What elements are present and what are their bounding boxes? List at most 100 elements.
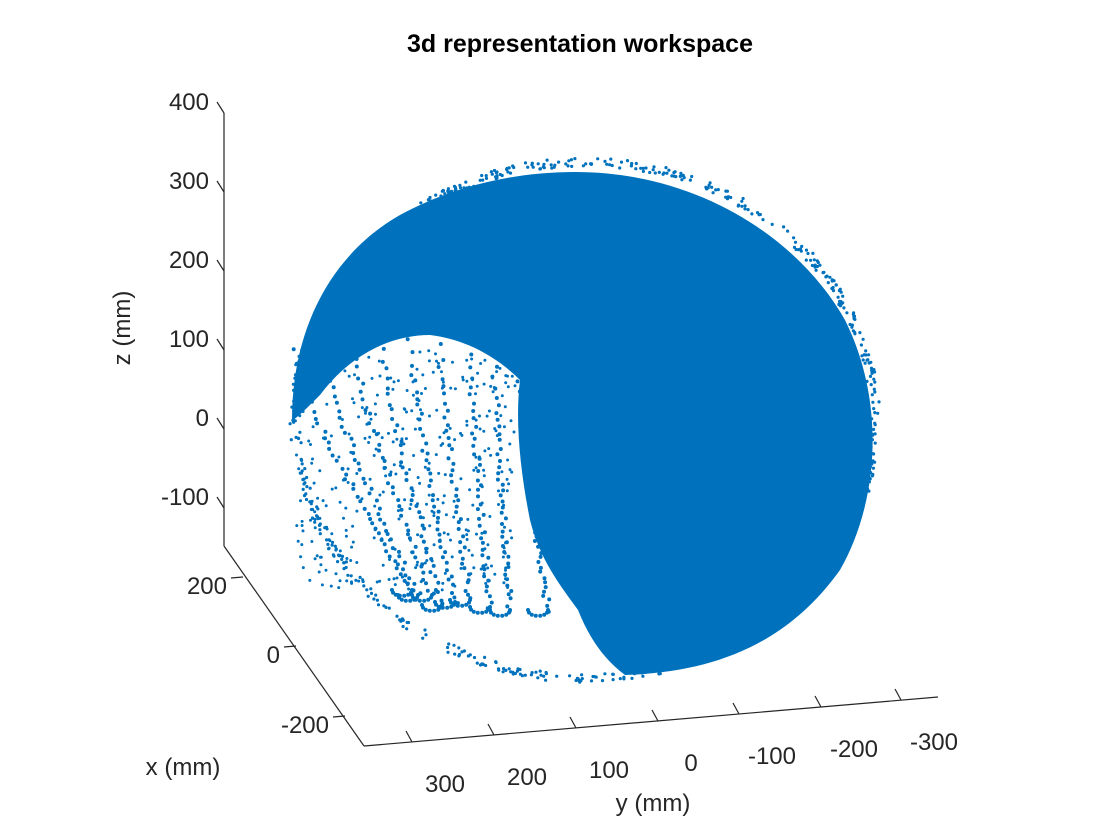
data-point — [800, 244, 804, 248]
data-point — [447, 443, 452, 448]
data-point — [756, 620, 760, 624]
data-point — [298, 364, 302, 368]
data-point — [679, 174, 683, 178]
data-point — [343, 369, 347, 373]
data-point — [311, 457, 314, 461]
data-point — [369, 417, 373, 421]
y-tick-mark — [487, 723, 495, 736]
data-point — [391, 387, 395, 391]
data-point — [500, 522, 504, 526]
data-point — [372, 429, 376, 433]
data-point — [864, 353, 868, 357]
data-point — [524, 451, 529, 456]
data-point — [524, 423, 529, 428]
data-point — [321, 499, 325, 503]
data-point — [699, 650, 703, 655]
data-point — [484, 176, 489, 180]
data-point — [428, 199, 432, 203]
data-point — [708, 181, 712, 185]
data-point — [438, 538, 442, 542]
data-point — [580, 677, 584, 681]
data-point — [346, 481, 350, 484]
data-point — [378, 331, 383, 336]
data-point — [793, 240, 798, 244]
data-point — [443, 192, 447, 196]
data-point — [370, 376, 374, 380]
data-point — [652, 165, 656, 169]
data-point — [690, 174, 694, 179]
data-point — [493, 572, 497, 576]
data-point — [426, 597, 431, 602]
data-point — [474, 392, 477, 396]
data-point — [374, 447, 378, 451]
data-point — [863, 361, 867, 365]
data-point — [380, 235, 385, 239]
data-point — [503, 577, 507, 581]
data-point — [385, 532, 390, 536]
data-point — [506, 565, 511, 569]
data-point — [318, 516, 322, 520]
data-point — [812, 258, 816, 262]
data-point — [481, 178, 485, 182]
data-point — [432, 504, 437, 509]
data-point — [835, 553, 839, 557]
data-point — [385, 376, 390, 381]
data-point — [480, 531, 484, 535]
data-point — [373, 528, 377, 532]
data-point — [495, 452, 500, 457]
data-point — [828, 552, 832, 556]
y-tick-mark — [569, 716, 577, 729]
data-point — [589, 162, 594, 166]
data-point — [640, 671, 644, 675]
data-point — [484, 584, 489, 589]
data-point — [468, 653, 472, 657]
data-point — [806, 251, 810, 256]
data-point — [869, 471, 873, 475]
data-point — [353, 373, 356, 377]
data-point — [452, 643, 456, 647]
data-point — [369, 587, 373, 591]
data-point — [782, 606, 786, 610]
data-point — [724, 639, 728, 643]
data-point — [301, 354, 305, 358]
data-point — [357, 467, 362, 472]
data-point — [416, 560, 419, 564]
data-point — [459, 431, 462, 435]
data-point — [472, 452, 477, 457]
data-point — [425, 502, 428, 506]
data-point — [869, 383, 873, 387]
data-point — [299, 384, 303, 388]
data-point — [547, 597, 552, 602]
y-tick-label: -300 — [910, 729, 958, 756]
data-point — [312, 410, 317, 414]
data-point — [714, 648, 718, 652]
data-point — [417, 399, 421, 403]
data-point — [296, 386, 300, 390]
data-point — [397, 517, 401, 521]
data-point — [821, 270, 825, 275]
data-point — [504, 566, 508, 570]
data-point — [508, 529, 512, 533]
data-point — [309, 443, 312, 446]
data-point — [384, 366, 389, 371]
data-point — [483, 358, 487, 362]
data-point — [482, 468, 486, 472]
data-point — [496, 403, 501, 408]
data-point — [324, 307, 328, 311]
data-point — [826, 565, 830, 570]
data-point — [344, 273, 348, 277]
data-point — [297, 354, 301, 358]
data-point — [619, 160, 624, 164]
data-point — [858, 331, 862, 335]
data-point — [446, 193, 451, 197]
data-point — [397, 554, 402, 559]
data-point — [501, 488, 506, 493]
data-point — [334, 486, 338, 490]
data-point — [503, 574, 507, 577]
data-point — [404, 522, 409, 527]
data-point — [475, 661, 479, 665]
data-point — [869, 366, 874, 370]
data-point — [292, 388, 296, 392]
data-point — [308, 341, 312, 345]
